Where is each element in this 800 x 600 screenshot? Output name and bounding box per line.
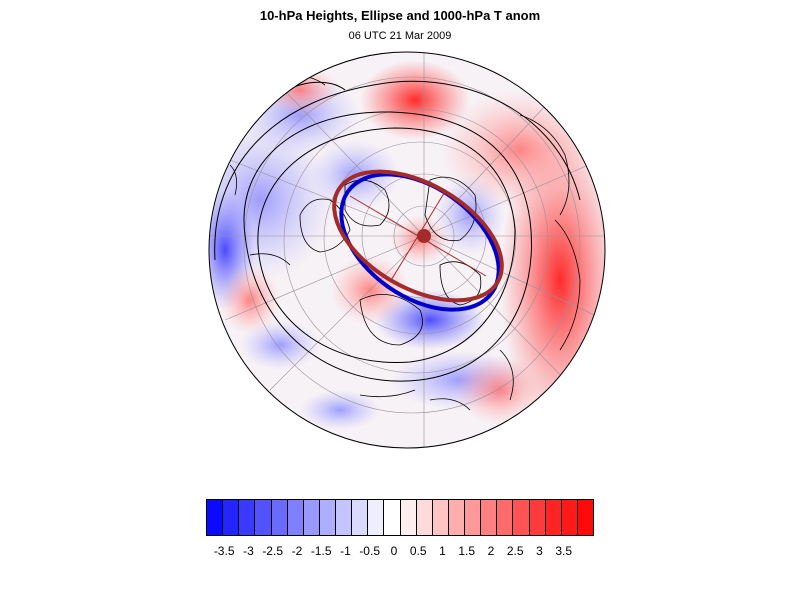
colorbar-labels: -3.5 -3 -2.5 -2 -1.5 -1 -0.5 0 0.5 1 1.5 2 2.5 3 3.5 (206, 544, 594, 562)
colorbar-cell (481, 500, 498, 535)
colorbar-cell (287, 500, 304, 535)
colorbar-cell (255, 500, 272, 535)
coastlines (229, 75, 581, 411)
ellipse-center-marker (417, 229, 431, 243)
colorbar-tick-label: 3.5 (555, 544, 572, 558)
colorbar-cell (223, 500, 240, 535)
colorbar-cell (400, 500, 417, 535)
colorbar-cell (432, 500, 449, 535)
vortex-ellipses (332, 169, 504, 312)
colorbar-cell (271, 500, 288, 535)
colorbar-cell (416, 500, 433, 535)
red-ellipse (332, 169, 504, 303)
colorbar-tick-label: 1 (439, 544, 446, 558)
colorbar-tick-label: -0.5 (359, 544, 380, 558)
colorbar-tick-label: 3 (536, 544, 543, 558)
colorbar-tick-label: -2 (291, 544, 303, 558)
colorbar-tick-label: 1.5 (458, 544, 475, 558)
colorbar-tick-label: -3 (243, 544, 254, 558)
colorbar-cell (561, 500, 578, 535)
colorbar-cell (368, 500, 385, 535)
graticule (209, 52, 605, 448)
colorbar-cell (497, 500, 514, 535)
colorbar-cell (303, 500, 320, 535)
colorbar-cell (336, 500, 353, 535)
colorbar-tick-label: 2 (487, 544, 495, 558)
colorbar-cell (319, 500, 336, 535)
map-title: 10-hPa Heights, Ellipse and 1000-hPa T a… (259, 8, 541, 23)
colorbar-cell (577, 500, 593, 535)
colorbar-tick-label: 0 (390, 544, 398, 558)
colorbar-cell (384, 500, 401, 535)
colorbar-cell (529, 500, 546, 535)
colorbar-cell (465, 500, 482, 535)
colorbar-cell (545, 500, 562, 535)
colorbar-cell (448, 500, 465, 535)
colorbar-cell (352, 500, 369, 535)
colorbar (206, 499, 594, 536)
colorbar-tick-label: -1 (340, 544, 351, 558)
colorbar-cell (239, 500, 256, 535)
map-subtitle: 06 UTC 21 Mar 2009 (348, 30, 452, 42)
colorbar-tick-label: -1.5 (310, 544, 332, 558)
colorbar-tick-label: -3.5 (213, 544, 235, 558)
height-contours (214, 80, 581, 382)
colorbar-tick-label: -2.5 (262, 544, 283, 558)
colorbar-cell (207, 500, 224, 535)
temperature-anomaly-field (209, 52, 605, 448)
colorbar-tick-label: 2.5 (506, 544, 524, 558)
colorbar-cell (513, 500, 530, 535)
colorbar-tick-label: 0.5 (409, 544, 427, 558)
globe-outline (208, 51, 606, 449)
